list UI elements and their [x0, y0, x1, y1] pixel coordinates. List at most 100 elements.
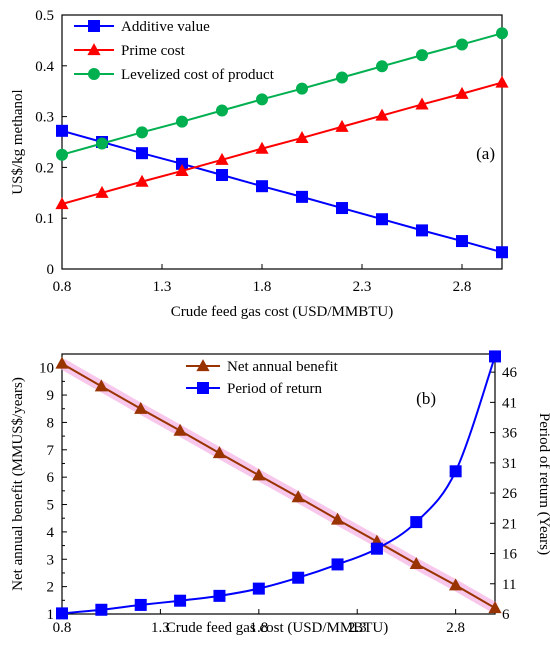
panel-b-legend-marker	[196, 359, 210, 372]
panel-b-data-point	[489, 350, 501, 363]
panel-a-data-point	[135, 174, 149, 187]
panel-a-data-point	[496, 246, 508, 259]
panel-a-data-point	[256, 180, 268, 193]
panel-a-data-point	[136, 147, 148, 160]
panel-a-data-point	[216, 104, 228, 117]
panel-b-x-tick-label: 1.3	[151, 620, 170, 636]
panel-b-data-point	[330, 512, 345, 525]
panel-b-y2-tick-label: 11	[502, 577, 516, 593]
panel-a-data-point	[215, 152, 229, 165]
panel-a-data-point	[55, 197, 69, 210]
panel-a-data-point	[376, 60, 388, 73]
panel-b-x-axis-title: Crude feed gas cost (USD/MMBTU)	[166, 620, 388, 636]
panel-b-legend-label: Net annual benefit	[227, 359, 339, 375]
panel-b-x-tick-label: 2.8	[446, 620, 465, 636]
panel-b-data-point	[291, 490, 305, 503]
panel-b-y-axis-title: Net annual benefit (MMUS$/years)	[10, 377, 26, 591]
panel-a-data-point	[456, 38, 468, 51]
panel-a-legend-marker	[87, 43, 101, 56]
panel-a-data-point	[495, 75, 509, 88]
panel-a-data-point	[176, 115, 188, 128]
panel-a-x-tick-label: 1.8	[253, 279, 272, 295]
panel-b-y-tick-label: 1	[47, 607, 55, 623]
panel-a-x-tick-label: 1.3	[153, 279, 172, 295]
panel-b-y2-tick-label: 6	[502, 607, 510, 623]
panel-a-data-point	[216, 169, 228, 182]
panel-a-data-point	[376, 213, 388, 226]
panel-b-y-tick-label: 3	[47, 552, 55, 568]
panel-b-data-point	[410, 516, 423, 529]
panel-a-data-point	[176, 157, 188, 170]
panel-a-legend-label: Levelized cost of product	[121, 67, 275, 83]
panel-b-data-point	[409, 557, 423, 570]
panel-a-data-point	[415, 97, 429, 110]
panel-b-data-point	[488, 601, 502, 614]
panel-b-data-point	[212, 446, 227, 459]
panel-b-x-tick-label: 0.8	[53, 620, 72, 636]
panel-a-y-tick-label: 0	[47, 262, 55, 278]
panel-b-y-tick-label: 6	[47, 470, 55, 486]
panel-a-series-line	[61, 129, 503, 254]
panel-b-y2-tick-label: 41	[502, 395, 517, 411]
panel-a-series-line	[61, 81, 503, 205]
panel-b-y-tick-label: 10	[39, 361, 54, 377]
panel-a-data-point	[336, 202, 348, 215]
panel-a-legend-label: Additive value	[121, 19, 210, 35]
panel-b-data-point	[173, 423, 187, 436]
panel-a-data-point	[56, 148, 68, 161]
panel-b-plot-frame	[61, 353, 496, 615]
panel-a-data-point	[416, 49, 428, 62]
panel-a-y-tick-label: 0.5	[35, 8, 54, 24]
panel-b-y2-axis-title: Period of return (Years)	[536, 413, 550, 555]
panel-b-label: (b)	[416, 389, 436, 408]
panel-b-x-tick-label: 2.3	[348, 620, 367, 636]
panel-a-data-point	[296, 82, 308, 95]
panel-b-data-point	[331, 558, 344, 571]
panel-b-series-line	[61, 362, 496, 609]
panel-b-y-tick-label: 7	[47, 443, 55, 459]
panel-b-data-point	[134, 598, 147, 611]
panel-b-data-point	[134, 401, 148, 414]
panel-a-data-point	[255, 141, 269, 154]
panel-b-chart: 0.8 1.3 1.8 2.3 2.8 1 2 3 4 5 6 7 8 9 10 6 11 16 21 26 31 36 4…	[10, 350, 550, 636]
panel-a-data-point	[256, 93, 268, 106]
panel-a-data-point	[456, 235, 468, 248]
panel-a-y-tick-label: 0.4	[35, 59, 54, 75]
panel-a-y-tick-label: 0.1	[35, 211, 54, 227]
panel-b-data-point	[174, 594, 187, 607]
panel-a-label: (a)	[476, 144, 495, 163]
panel-a-legend-marker	[88, 20, 100, 32]
panel-b-y2-tick-label: 31	[502, 456, 517, 472]
panel-a-data-point	[56, 124, 68, 137]
panel-b-y-tick-label: 8	[47, 415, 55, 431]
panel-b-y2-tick-label: 26	[502, 486, 518, 502]
panel-b-data-point	[56, 607, 68, 620]
panel-a-y-axis-title: US$/kg methanol	[10, 89, 26, 194]
panel-b-y-tick-label: 2	[47, 580, 55, 596]
panel-b-data-point	[292, 571, 305, 584]
panel-b-y-tick-label: 4	[47, 525, 55, 541]
panel-a-legend-label: Prime cost	[121, 43, 186, 59]
panel-b-data-point	[449, 578, 463, 591]
panel-b-data-point	[94, 379, 108, 392]
panel-a-y-tick-label: 0.2	[35, 160, 54, 176]
panel-b-x-tick-label: 1.8	[249, 620, 268, 636]
panel-a-data-point	[375, 108, 389, 121]
panel-b-data-point	[370, 542, 383, 555]
panel-b-y2-tick-label: 36	[502, 426, 518, 442]
panel-a-data-point	[296, 190, 308, 203]
panel-a-data-point	[336, 71, 348, 84]
panel-a-data-point	[295, 131, 309, 144]
panel-a-data-point	[335, 119, 349, 132]
panel-b-data-point	[252, 582, 265, 595]
panel-a-legend-marker	[88, 68, 100, 80]
panel-b-y2-tick-label: 21	[502, 516, 517, 532]
panel-a-data-point	[175, 164, 189, 177]
panel-b-legend-label: Period of return	[227, 381, 322, 397]
panel-b-legend: Net annual benefit Period of return	[186, 359, 339, 397]
panel-a-data-point	[496, 27, 508, 40]
panel-a-data-point	[95, 185, 109, 198]
panel-b-data-point	[252, 468, 266, 481]
panel-b-data-point	[95, 603, 108, 616]
